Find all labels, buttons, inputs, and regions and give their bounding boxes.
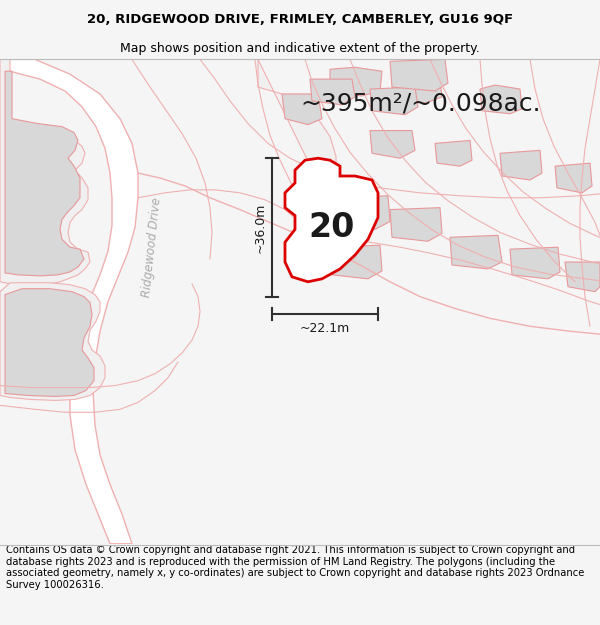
Polygon shape xyxy=(330,245,382,279)
Text: ~395m²/~0.098ac.: ~395m²/~0.098ac. xyxy=(300,92,541,116)
Polygon shape xyxy=(555,163,592,193)
Text: Map shows position and indicative extent of the property.: Map shows position and indicative extent… xyxy=(120,41,480,54)
Polygon shape xyxy=(510,248,560,279)
Polygon shape xyxy=(565,262,600,292)
Polygon shape xyxy=(0,59,90,285)
Polygon shape xyxy=(282,94,322,124)
Polygon shape xyxy=(370,131,415,158)
Polygon shape xyxy=(0,282,105,401)
Polygon shape xyxy=(435,141,472,166)
Text: ~36.0m: ~36.0m xyxy=(254,202,267,252)
Text: 20, RIDGEWOOD DRIVE, FRIMLEY, CAMBERLEY, GU16 9QF: 20, RIDGEWOOD DRIVE, FRIMLEY, CAMBERLEY,… xyxy=(87,13,513,26)
Text: Contains OS data © Crown copyright and database right 2021. This information is : Contains OS data © Crown copyright and d… xyxy=(6,545,584,590)
Text: ~22.1m: ~22.1m xyxy=(300,322,350,336)
Polygon shape xyxy=(392,74,442,103)
Polygon shape xyxy=(338,196,390,229)
Polygon shape xyxy=(390,59,448,91)
Polygon shape xyxy=(500,151,542,180)
Polygon shape xyxy=(0,59,138,544)
Polygon shape xyxy=(5,71,84,276)
Polygon shape xyxy=(5,289,94,396)
Polygon shape xyxy=(285,158,378,282)
Polygon shape xyxy=(480,85,522,114)
Polygon shape xyxy=(310,79,355,105)
Polygon shape xyxy=(330,68,382,96)
Polygon shape xyxy=(370,87,418,115)
Polygon shape xyxy=(390,208,442,241)
Text: Ridgewood Drive: Ridgewood Drive xyxy=(140,197,164,298)
Text: 20: 20 xyxy=(309,211,355,244)
Polygon shape xyxy=(450,236,502,269)
Polygon shape xyxy=(258,59,336,196)
